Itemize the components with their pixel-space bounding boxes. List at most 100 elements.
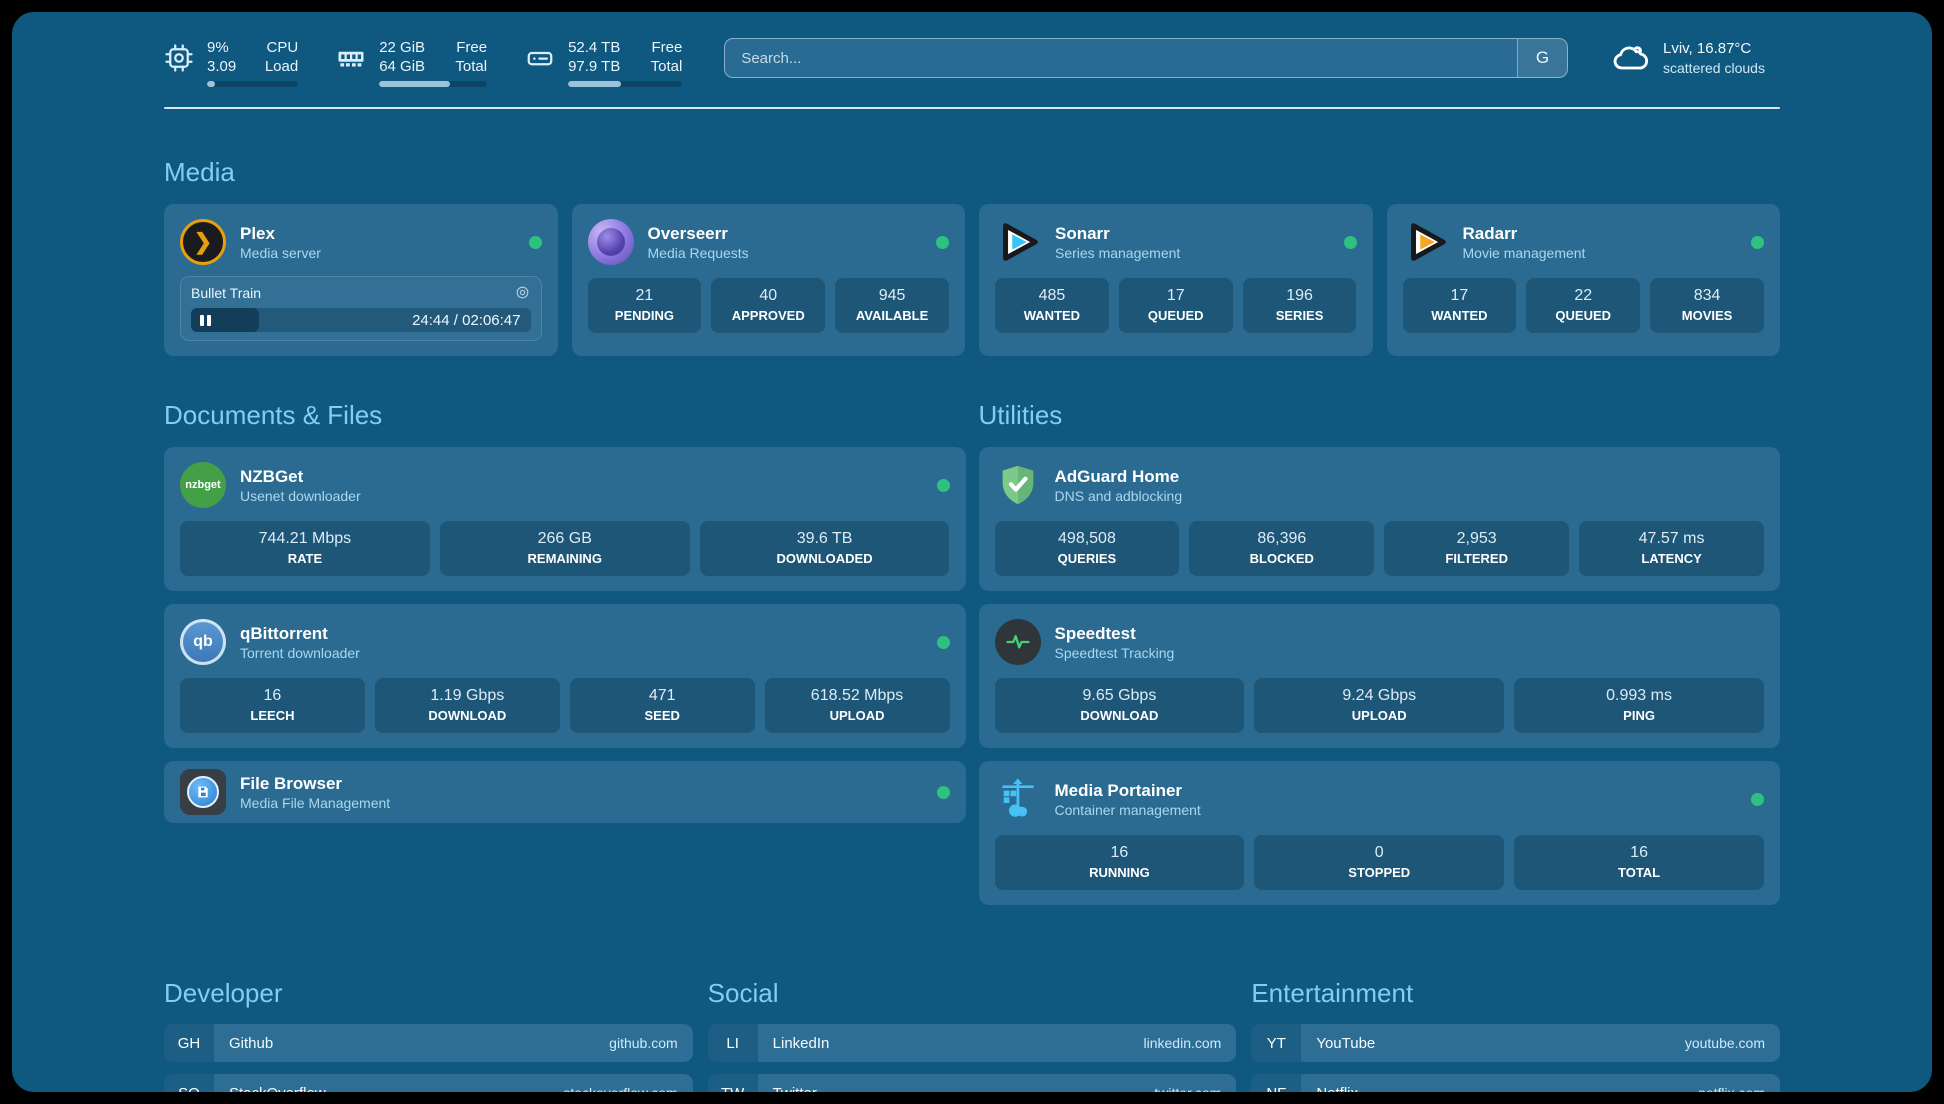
app-description: Torrent downloader	[240, 644, 360, 661]
pause-button[interactable]	[200, 314, 211, 326]
entertainment-links-section: Entertainment YT YouTube youtube.com NF N…	[1251, 978, 1780, 1092]
link-abbr-badge: NF	[1251, 1074, 1302, 1092]
disk-label-1: Free	[651, 39, 683, 56]
app-card-nzbget[interactable]: nzbget NZBGet Usenet downloader 744.21 M…	[164, 447, 966, 591]
stat-box: 21 PENDING	[587, 278, 702, 333]
utilities-section-title: Utilities	[978, 400, 1063, 430]
ram-label-2: Total	[455, 58, 488, 75]
portainer-icon	[995, 776, 1041, 822]
cpu-icon	[164, 43, 194, 73]
app-name: AdGuard Home	[1054, 466, 1180, 486]
app-card-adguard[interactable]: AdGuard Home DNS and adblocking 498,508 Q…	[978, 447, 1780, 591]
stat-box: 266 GB REMAINING	[439, 521, 690, 576]
plex-icon: ❯	[180, 219, 226, 265]
header-divider	[164, 107, 1780, 109]
app-name: Overseerr	[647, 223, 728, 243]
disk-label-2: Total	[650, 58, 683, 75]
weather-condition: scattered clouds	[1663, 60, 1765, 76]
disk-icon	[525, 43, 555, 73]
sonarr-icon	[995, 219, 1041, 265]
app-description: Speedtest Tracking	[1054, 644, 1175, 661]
radarr-icon	[1403, 219, 1449, 265]
link-name: LinkedIn	[772, 1034, 830, 1052]
app-card-sonarr[interactable]: Sonarr Series management 485 WANTED 17 QUE…	[979, 204, 1373, 356]
now-playing-title: Bullet Train	[191, 284, 262, 301]
link-youtube[interactable]: YT YouTube youtube.com	[1251, 1024, 1780, 1062]
qbittorrent-icon: qb	[180, 619, 226, 665]
link-name: Netflix	[1316, 1085, 1358, 1093]
search-input[interactable]	[725, 49, 1517, 67]
app-name: Plex	[240, 223, 275, 243]
weather-location: Lviv, 16.87°C	[1663, 40, 1752, 57]
cpu-percent: 9%	[207, 39, 229, 56]
stat-box: 0 STOPPED	[1254, 835, 1505, 890]
app-description: Usenet downloader	[240, 487, 361, 504]
stat-box: 9.65 Gbps DOWNLOAD	[994, 678, 1245, 733]
disk-free: 52.4 TB	[568, 39, 621, 56]
app-name: qBittorrent	[240, 623, 328, 643]
link-github[interactable]: GH Github github.com	[164, 1024, 693, 1062]
app-card-plex[interactable]: ❯ Plex Media server Bullet Train	[164, 204, 558, 356]
app-name: NZBGet	[240, 466, 304, 486]
player-settings-icon[interactable]	[514, 284, 531, 301]
link-url: stackoverflow.com	[563, 1085, 677, 1092]
social-links-section: Social LI LinkedIn linkedin.com TW Twitte…	[707, 978, 1237, 1093]
developer-section-title: Developer	[164, 978, 283, 1008]
status-online-dot	[1751, 235, 1764, 249]
disk-total: 97.9 TB	[568, 58, 621, 75]
link-abbr-badge: TW	[707, 1074, 758, 1092]
status-online-dot	[1343, 235, 1357, 249]
link-abbr-badge: LI	[707, 1024, 758, 1062]
stat-box: 16 RUNNING	[994, 835, 1245, 890]
playback-time: 24:44 / 02:06:47	[412, 311, 521, 329]
stat-box: 834 MOVIES	[1650, 278, 1764, 333]
stat-box: 485 WANTED	[995, 278, 1109, 333]
link-name: Twitter	[773, 1085, 817, 1093]
status-online-dot	[1751, 792, 1764, 806]
stat-box: 2,953 FILTERED	[1384, 521, 1570, 576]
stat-box: 16 LEECH	[180, 678, 365, 733]
entertainment-section-title: Entertainment	[1251, 978, 1414, 1008]
stat-box: 945 AVAILABLE	[835, 278, 949, 333]
link-twitter[interactable]: TW Twitter twitter.com	[707, 1074, 1237, 1093]
stat-box: 196 SERIES	[1242, 278, 1357, 333]
nzbget-icon: nzbget	[180, 462, 226, 508]
app-description: Media server	[240, 244, 321, 261]
link-url: github.com	[609, 1035, 678, 1051]
link-url: netflix.com	[1698, 1085, 1765, 1092]
link-name: StackOverflow	[229, 1085, 326, 1093]
cpu-label-1: CPU	[266, 39, 299, 56]
developer-links-section: Developer GH Github github.com SO StackOv…	[164, 978, 693, 1092]
link-stackoverflow[interactable]: SO StackOverflow stackoverflow.com	[164, 1074, 693, 1092]
social-section-title: Social	[707, 978, 779, 1008]
link-abbr-badge: SO	[164, 1074, 214, 1092]
stat-box: 86,396 BLOCKED	[1189, 521, 1375, 576]
ram-label-1: Free	[456, 39, 488, 56]
top-bar: 9% 3.09 CPU Load 22 GiB 64 GiB Free Total	[164, 38, 1780, 87]
cpu-load-avg: 3.09	[207, 58, 237, 75]
link-url: twitter.com	[1154, 1085, 1221, 1092]
app-name: Radarr	[1462, 223, 1518, 243]
stat-box: 1.19 Gbps DOWNLOAD	[374, 678, 560, 733]
app-description: DNS and adblocking	[1054, 487, 1183, 504]
app-card-overseerr[interactable]: Overseerr Media Requests 21 PENDING 40 APP…	[571, 204, 965, 356]
app-card-portainer[interactable]: Media Portainer Container management 16 R…	[978, 761, 1780, 905]
ram-widget: 22 GiB 64 GiB Free Total	[336, 38, 488, 87]
app-card-radarr[interactable]: Radarr Movie management 17 WANTED 22 QUEUE…	[1386, 204, 1780, 356]
stat-box: 16 TOTAL	[1514, 835, 1764, 890]
app-card-qbittorrent[interactable]: qb qBittorrent Torrent downloader 16 LEEC…	[164, 604, 966, 748]
stat-box: 39.6 TB DOWNLOADED	[699, 521, 950, 576]
link-netflix[interactable]: NF Netflix netflix.com	[1251, 1074, 1780, 1092]
link-linkedin[interactable]: LI LinkedIn linkedin.com	[707, 1024, 1237, 1062]
cpu-widget: 9% 3.09 CPU Load	[164, 38, 299, 87]
search-engine-button[interactable]: G	[1517, 39, 1567, 77]
stat-box: 0.993 ms PING	[1514, 678, 1764, 733]
playback-progress-bar[interactable]: 24:44 / 02:06:47	[191, 308, 531, 332]
app-card-filebrowser[interactable]: File Browser Media File Management	[164, 761, 966, 823]
speedtest-icon	[994, 619, 1041, 665]
ram-icon	[336, 43, 366, 73]
app-card-speedtest[interactable]: Speedtest Speedtest Tracking 9.65 Gbps DO…	[978, 604, 1780, 748]
media-section: Media ❯ Plex Media server Bullet Train	[164, 157, 1780, 356]
app-name: Speedtest	[1054, 623, 1136, 643]
disk-widget: 52.4 TB 97.9 TB Free Total	[525, 38, 683, 87]
